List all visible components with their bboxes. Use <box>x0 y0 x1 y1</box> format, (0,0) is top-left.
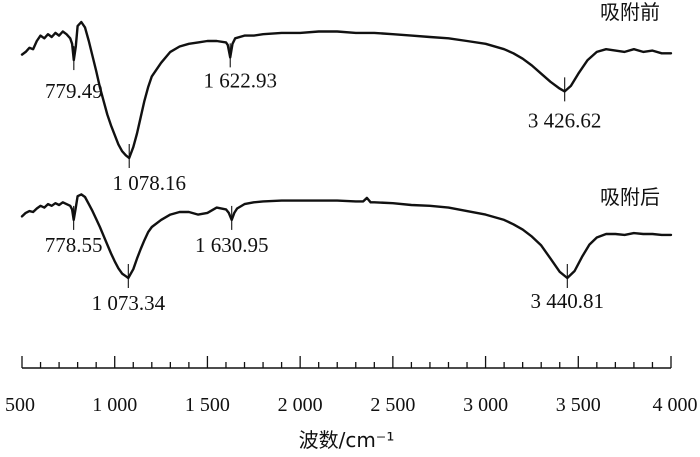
series-line-1 <box>20 20 673 160</box>
x-tick-label: 3 500 <box>556 394 601 416</box>
x-tick-label: 1 000 <box>92 394 137 416</box>
peak-label: 778.55 <box>45 233 103 257</box>
x-axis-label: 波数/cm⁻¹ <box>299 428 395 452</box>
peak-label: 3 440.81 <box>531 289 605 313</box>
series-label-2: 吸附后 <box>600 185 660 209</box>
x-tick-label: 500 <box>5 394 35 416</box>
peak-label: 1 073.34 <box>92 291 166 315</box>
peak-markers: 779.49 1 078.16 1 622.93 3 426.62 778.55 1 07… <box>45 43 604 315</box>
series-line-2 <box>20 193 673 280</box>
x-tick-label: 1 500 <box>185 394 230 416</box>
peak-label: 779.49 <box>45 79 103 103</box>
peak-label: 1 078.16 <box>112 171 186 195</box>
series-label-1: 吸附前 <box>600 0 660 24</box>
x-tick-label: 2 500 <box>370 394 415 416</box>
x-tick-label: 2 000 <box>278 394 323 416</box>
peak-label: 1 630.95 <box>195 233 269 257</box>
peak-label: 3 426.62 <box>528 108 602 132</box>
x-axis: 500 1 000 1 500 2 000 2 500 3 000 3 500 4 000 <box>5 356 698 416</box>
x-tick-label: 4 000 <box>653 394 698 416</box>
peak-label: 1 622.93 <box>203 68 277 92</box>
x-tick-label: 3 000 <box>463 394 508 416</box>
spectra-curves <box>20 20 673 280</box>
